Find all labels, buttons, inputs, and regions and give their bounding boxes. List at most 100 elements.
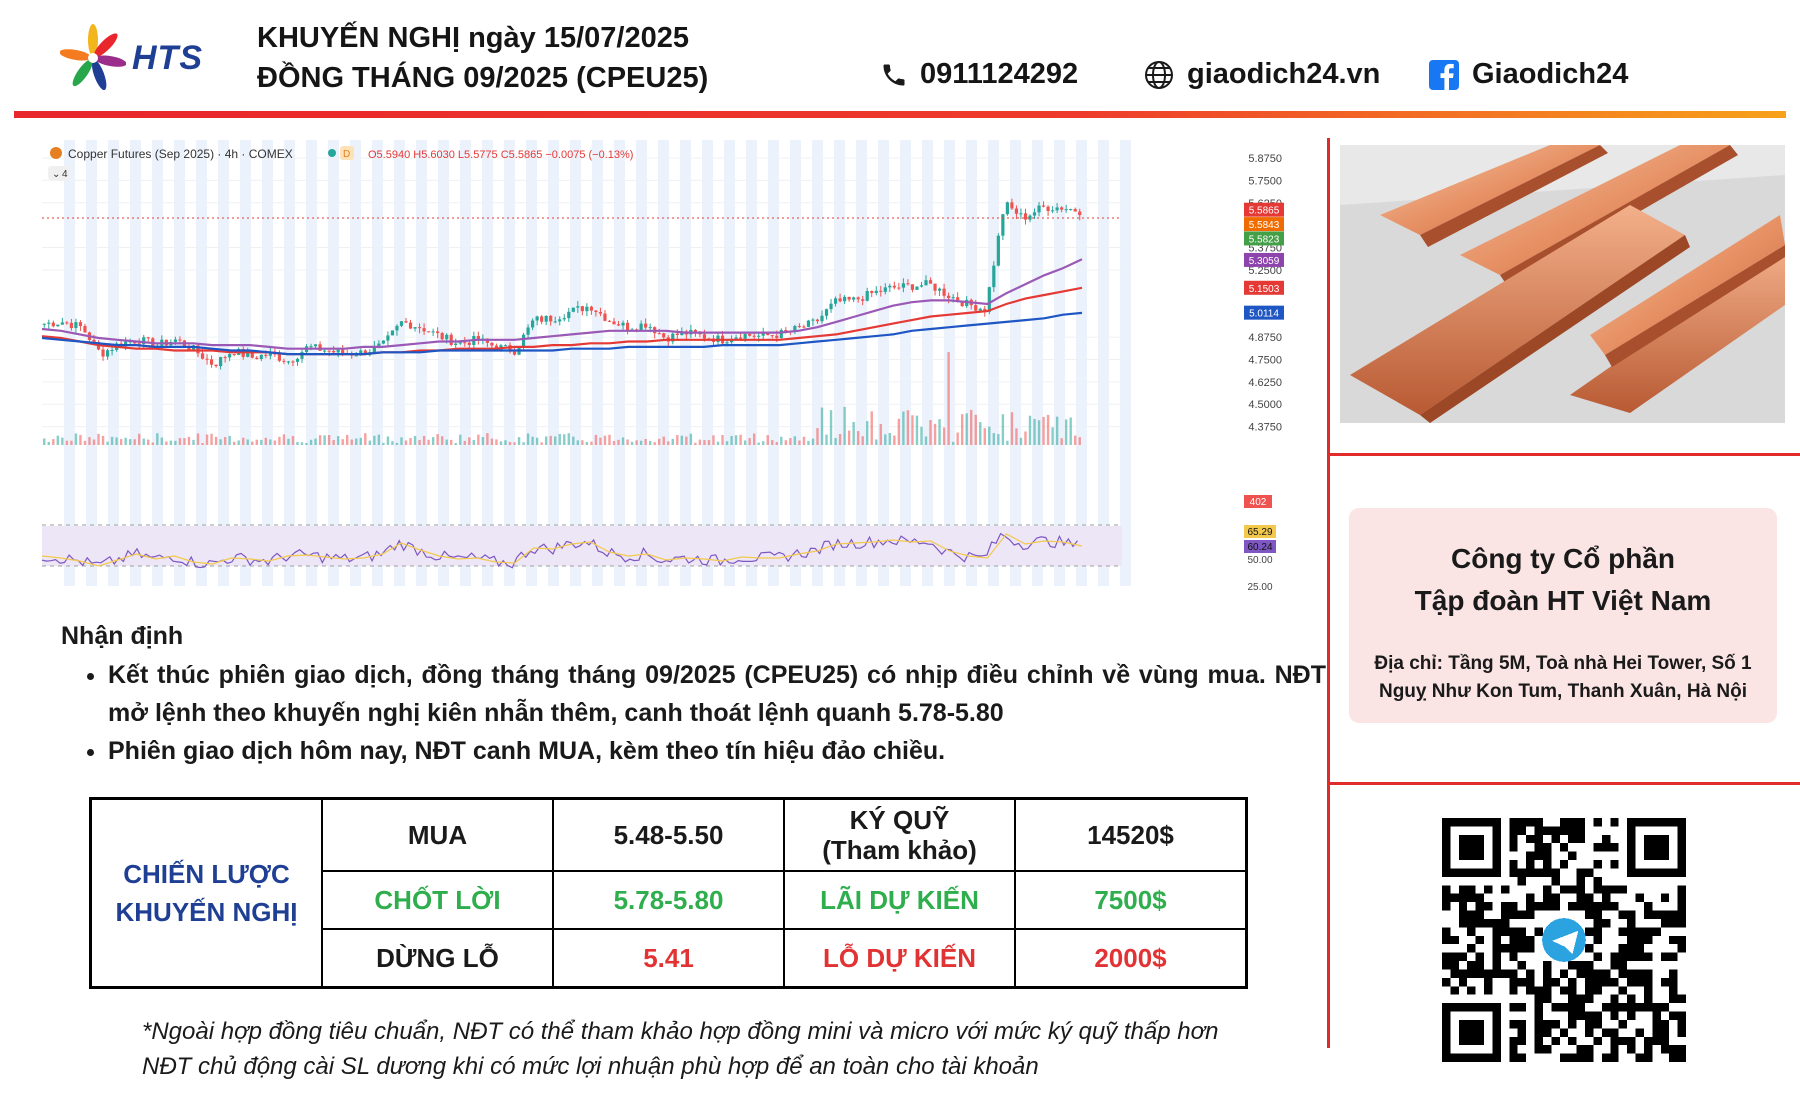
candle-body	[404, 321, 408, 323]
volume-bar	[382, 442, 385, 445]
candle-body	[286, 361, 291, 363]
candle-body	[616, 324, 621, 326]
volume-bar	[431, 437, 435, 445]
volume-bar	[404, 440, 408, 445]
volume-bar	[341, 439, 344, 445]
candle-body	[531, 320, 535, 328]
volume-bar	[748, 438, 751, 445]
candle-body	[879, 290, 883, 292]
website-contact[interactable]: giaodich24.vn	[1143, 58, 1380, 91]
volume-bar	[544, 436, 548, 445]
expected-profit-value: 7500$	[1014, 870, 1248, 930]
candle-body	[490, 342, 494, 346]
price-label-box	[1244, 252, 1284, 267]
volume-bar	[680, 435, 684, 445]
volume-bar	[784, 440, 788, 445]
volume-bar	[933, 423, 937, 445]
volume-bar	[142, 438, 145, 445]
candle-body	[445, 334, 449, 340]
volume-bar	[938, 419, 941, 445]
rsi-label-box	[1244, 540, 1276, 553]
analysis-list: Kết thúc phiên giao dịch, đồng tháng thá…	[80, 656, 1326, 770]
volume-bar	[929, 420, 932, 445]
candle-body	[1051, 210, 1055, 212]
expected-loss-value: 2000$	[1014, 928, 1248, 989]
volume-bar	[147, 439, 150, 445]
candle-body	[47, 322, 51, 324]
volume-bar	[811, 438, 815, 445]
company-name-line1: Công ty Cổ phần	[1451, 543, 1675, 574]
volume-bar	[264, 437, 268, 445]
candle-body	[906, 283, 910, 285]
moving-average-line	[42, 286, 1083, 356]
volume-bar	[567, 433, 570, 445]
candle-body	[42, 323, 46, 325]
rsi-label: 65.29	[1247, 527, 1272, 538]
company-address-line2: Nguỵ Như Kon Tum, Thanh Xuân, Hà Nội	[1378, 681, 1748, 702]
facebook-contact[interactable]: Giaodich24	[1428, 58, 1628, 91]
candle-body	[422, 328, 426, 332]
candle-body	[1010, 202, 1014, 209]
price-label: 5.3059	[1249, 256, 1280, 267]
volume-bar	[327, 435, 331, 445]
candle-body	[268, 351, 272, 356]
candle-body	[1014, 208, 1019, 214]
price-label: 5.1503	[1249, 284, 1280, 295]
volume-bar	[97, 433, 100, 445]
volume-bar	[391, 441, 394, 445]
analysis-bullet: Phiên giao dịch hôm nay, NĐT canh MUA, k…	[108, 732, 1326, 770]
candle-body	[838, 298, 842, 302]
candle-body	[1060, 207, 1064, 210]
candle-body	[214, 364, 218, 367]
volume-bar	[911, 415, 914, 445]
candle-body	[332, 351, 336, 353]
volume-bar	[255, 439, 258, 445]
rsi-label: 60.24	[1247, 542, 1272, 553]
candle-body	[612, 321, 616, 325]
volume-bar	[346, 435, 349, 445]
volume-bar	[336, 436, 340, 445]
volume-bar	[762, 441, 765, 445]
volume-bar	[924, 436, 928, 445]
rsi-label-box	[1244, 525, 1276, 538]
candle-body	[390, 330, 395, 336]
candle-body	[246, 352, 250, 357]
moving-average-line	[42, 311, 1083, 356]
volume-bar	[838, 434, 842, 445]
volume-bar	[1078, 437, 1081, 445]
candle-body	[74, 322, 78, 328]
candle-body	[594, 310, 598, 313]
hts-logo: HTS	[60, 22, 210, 94]
volume-bar	[983, 428, 986, 445]
price-label-box	[1244, 280, 1284, 295]
volume-bar	[766, 435, 769, 445]
phone-contact[interactable]: 0911124292	[880, 58, 1078, 91]
volume-bar	[951, 441, 955, 445]
volume-bar	[323, 435, 326, 445]
volume-bar	[400, 437, 403, 445]
candle-body	[467, 342, 471, 345]
candle-body	[535, 316, 539, 321]
indicator-toggle[interactable]	[48, 166, 70, 180]
candle-body	[503, 345, 508, 347]
candle-body	[1037, 205, 1041, 213]
telegram-qr-code[interactable]	[1442, 818, 1686, 1062]
volume-bar	[807, 440, 810, 445]
candle-body	[399, 321, 404, 326]
volume-bar	[540, 442, 543, 445]
volume-bar	[879, 424, 882, 445]
volume-bar	[219, 439, 222, 445]
y-tick-label: 4.7500	[1248, 354, 1282, 366]
volume-bar	[450, 439, 453, 445]
candle-body	[56, 324, 60, 327]
volume-bar	[273, 440, 277, 445]
volume-bar	[847, 430, 851, 445]
volume-bar	[364, 433, 367, 445]
volume-bar	[653, 442, 656, 445]
volume-bar	[56, 435, 60, 445]
volume-bar	[852, 421, 855, 445]
candle-body	[336, 349, 340, 353]
candle-body	[883, 287, 887, 292]
candle-body	[671, 333, 675, 342]
volume-bar	[739, 434, 742, 445]
